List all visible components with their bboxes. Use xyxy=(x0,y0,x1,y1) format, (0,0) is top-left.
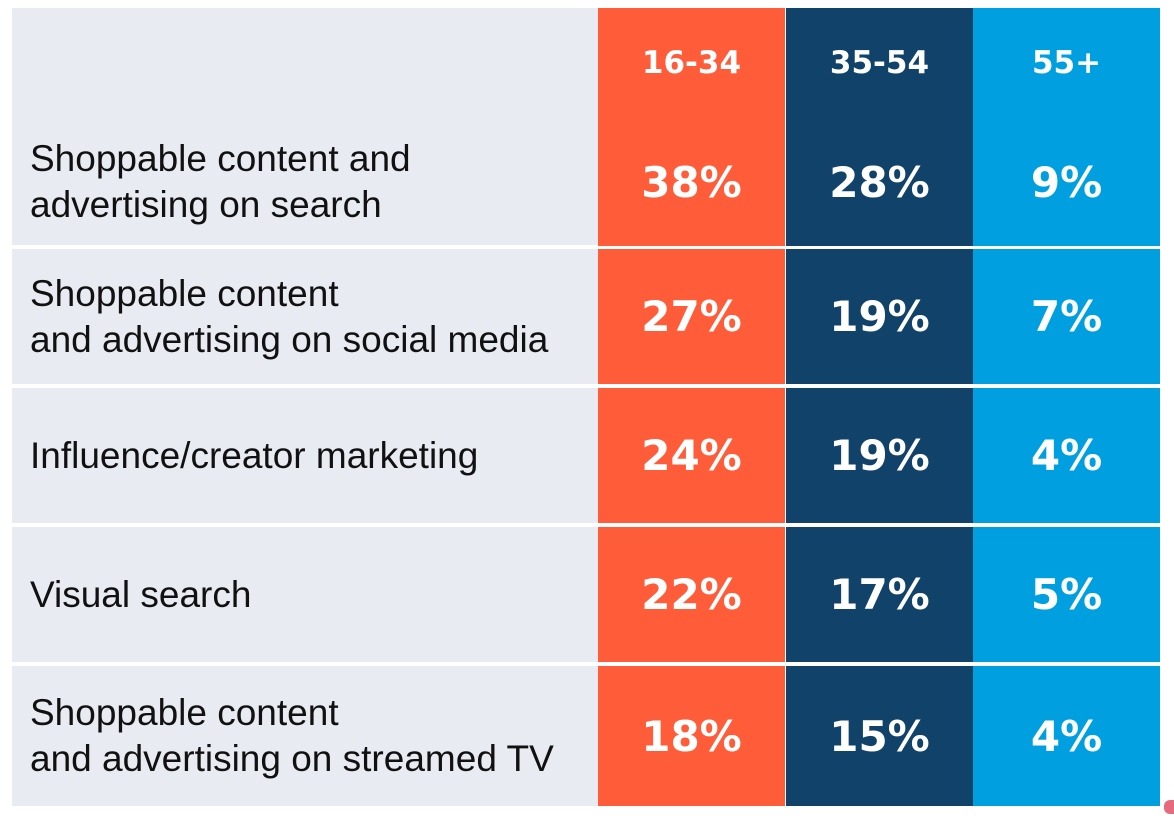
corner-mark xyxy=(1164,800,1174,814)
value-cell: 5% xyxy=(973,527,1160,662)
row-label: Influence/creator marketing xyxy=(30,434,479,476)
value-cell: 19% xyxy=(786,249,973,384)
value-cell: 4% xyxy=(973,666,1160,806)
row-label-cell: Influence/creator marketing xyxy=(12,388,598,523)
row-label-cell: Shoppable content and advertising on str… xyxy=(12,666,598,806)
value-cell: 7% xyxy=(973,249,1160,384)
row-label-cell: Visual search xyxy=(12,527,598,662)
row-label: Shoppable content and advertising on str… xyxy=(30,692,554,779)
value-cell: 9% xyxy=(973,118,1160,246)
value-cell: 19% xyxy=(786,388,973,523)
row-label: Shoppable content and advertising on sea… xyxy=(30,137,411,225)
value-cell: 4% xyxy=(973,388,1160,523)
column-header: 16-34 xyxy=(598,8,785,118)
value-cell: 17% xyxy=(786,527,973,662)
column-header: 35-54 xyxy=(786,8,973,118)
row-label: Shoppable content and advertising on soc… xyxy=(30,272,549,360)
value-cell: 15% xyxy=(786,666,973,806)
value-cell: 28% xyxy=(786,118,973,246)
value-cell: 38% xyxy=(598,118,785,246)
row-label-cell: Shoppable content and advertising on soc… xyxy=(12,249,598,384)
row-label: Visual search xyxy=(30,573,252,615)
value-cell: 18% xyxy=(598,666,785,806)
row-label-cell: Shoppable content and advertising on sea… xyxy=(12,8,598,245)
column-header: 55+ xyxy=(973,8,1160,118)
value-cell: 27% xyxy=(598,249,785,384)
value-cell: 24% xyxy=(598,388,785,523)
value-cell: 22% xyxy=(598,527,785,662)
data-table: 16-34 35-54 55+ Shoppable content and adver… xyxy=(12,8,1174,806)
